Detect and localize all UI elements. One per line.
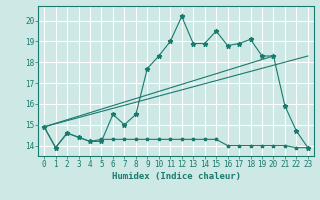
- X-axis label: Humidex (Indice chaleur): Humidex (Indice chaleur): [111, 172, 241, 181]
